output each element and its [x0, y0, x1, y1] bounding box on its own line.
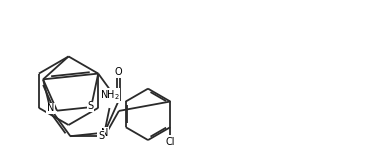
Text: O: O	[115, 67, 122, 77]
Text: S: S	[98, 131, 104, 141]
Text: NH$_2$: NH$_2$	[100, 88, 120, 102]
Text: N: N	[46, 103, 54, 113]
Text: S: S	[87, 101, 93, 111]
Text: N: N	[101, 128, 108, 138]
Text: Cl: Cl	[166, 138, 175, 148]
